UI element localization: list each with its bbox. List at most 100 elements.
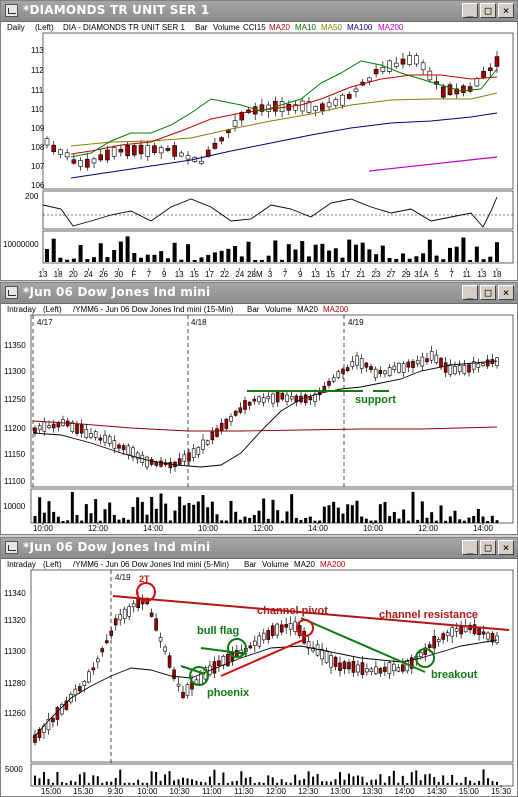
candle-body: [113, 618, 118, 626]
volume-bar: [487, 778, 490, 785]
close-button[interactable]: ×: [498, 285, 514, 300]
candle-body: [266, 630, 271, 640]
price-pane[interactable]: [30, 569, 514, 763]
candle-body: [378, 369, 383, 375]
volume-bar: [415, 770, 418, 785]
candle-body: [248, 645, 253, 649]
volume-bar: [52, 511, 56, 523]
candle-body: [288, 623, 293, 630]
candle-body: [145, 145, 151, 157]
xtick-label: 15:00: [41, 787, 62, 796]
xtick-label: 24: [84, 270, 93, 279]
volume-bar: [51, 238, 56, 262]
volume-bar: [444, 520, 448, 523]
window-15min-ym[interactable]: *Jun 06 Dow Jones Ind mini _ □ × Intrada…: [0, 282, 518, 535]
volume-bar: [458, 519, 462, 523]
close-button[interactable]: ×: [498, 540, 514, 555]
candle-body: [172, 669, 176, 679]
volume-bar: [96, 776, 99, 785]
candle-body: [275, 392, 280, 403]
title-bar[interactable]: *Jun 06 Dow Jones Ind mini _ □ ×: [1, 538, 517, 559]
candle-body: [423, 647, 428, 655]
volume-bar: [441, 259, 446, 262]
xtick-label: 10:00: [363, 524, 384, 533]
candle-body: [434, 354, 439, 364]
volume-bar: [280, 520, 284, 523]
xtick-label: 13: [175, 270, 184, 279]
volume-bar: [392, 511, 396, 523]
window-5min-ym[interactable]: *Jun 06 Dow Jones Ind mini _ □ × Intrada…: [0, 537, 518, 797]
chart-app-icon[interactable]: [5, 541, 18, 554]
volume-bar: [233, 245, 238, 262]
chart-app-icon[interactable]: [5, 286, 18, 299]
daily-chart[interactable]: Daily (Left) DIA - DIAMONDS TR UNIT SER …: [1, 21, 517, 280]
title-bar[interactable]: *DIAMONDS TR UNIT SER 1 _ □ ×: [1, 1, 517, 22]
minimize-button[interactable]: _: [462, 3, 478, 18]
ytick: 113: [31, 46, 44, 55]
chart-15min[interactable]: Intraday (Left) /YMM6 - Jun 06 Dow Jones…: [1, 303, 517, 534]
breakout-circle: [415, 648, 435, 668]
xtick-label: 13: [311, 270, 320, 279]
maximize-button[interactable]: □: [480, 540, 496, 555]
ma20-line: [32, 360, 498, 468]
candle-body: [84, 429, 89, 439]
volume-bar: [186, 244, 191, 262]
minimize-button[interactable]: _: [462, 285, 478, 300]
xtick-label: 14:00: [395, 787, 416, 796]
candle-body: [121, 445, 126, 451]
candle-body: [414, 55, 419, 65]
channel-resistance-annotation: channel resistance: [379, 609, 478, 621]
candle-body: [308, 396, 313, 401]
ytick: 11340: [4, 589, 26, 598]
volume-bar: [360, 242, 365, 262]
chart-app-icon[interactable]: [5, 4, 18, 17]
volume-bar: [346, 504, 350, 523]
volume-bar: [472, 515, 476, 523]
volume-bar: [168, 771, 171, 785]
title-bar[interactable]: *Jun 06 Dow Jones Ind mini _ □ ×: [1, 283, 517, 304]
volume-bar: [482, 769, 485, 785]
candle-body: [364, 362, 369, 368]
cci-pane[interactable]: [42, 190, 514, 230]
volume-bar: [347, 239, 352, 262]
xtick-label: 15:00: [459, 787, 480, 796]
candle-body: [415, 359, 420, 365]
volume-bar: [488, 256, 493, 262]
chart-5min[interactable]: Intraday (Left) /YMM6 - Jun 06 Dow Jones…: [1, 558, 517, 796]
candle-body: [481, 631, 486, 635]
xtick-label: 31A: [414, 270, 429, 279]
candle-body: [163, 646, 167, 652]
xtick-label: 15: [190, 270, 199, 279]
candle-body: [383, 370, 387, 375]
volume-bar: [152, 254, 157, 262]
volume-bar: [231, 781, 234, 785]
volume-bar: [219, 250, 224, 262]
candle-body: [187, 452, 191, 462]
volume-bar: [455, 782, 458, 785]
legend-ma20: MA20: [297, 305, 318, 314]
price-yaxis: 113 112 111 110 109 108 107 106: [31, 46, 45, 190]
candle-body: [400, 58, 406, 65]
candle-body: [405, 661, 410, 672]
volume-bar: [69, 780, 72, 785]
window-daily-dia[interactable]: *DIAMONDS TR UNIT SER 1 _ □ × Daily (Lef…: [0, 0, 518, 281]
price-pane[interactable]: [42, 32, 514, 190]
volume-bar: [159, 780, 162, 785]
candle-body: [261, 397, 266, 403]
maximize-button[interactable]: □: [480, 285, 496, 300]
candle-body: [165, 148, 171, 151]
candle-body: [219, 422, 224, 431]
maximize-button[interactable]: □: [480, 3, 496, 18]
close-button[interactable]: ×: [498, 3, 514, 18]
date-label: 4/19: [348, 318, 364, 327]
xtick-label: 14:00: [473, 524, 494, 533]
candle-body: [367, 77, 372, 82]
candle-body: [420, 356, 425, 367]
candle-body: [182, 454, 187, 462]
candle-body: [378, 668, 383, 674]
volume-label: 10000000: [3, 240, 39, 249]
minimize-button[interactable]: _: [462, 540, 478, 555]
window-title: *DIAMONDS TR UNIT SER 1: [23, 3, 210, 17]
xtick-label: 12:00: [418, 524, 439, 533]
volume-bar: [437, 781, 440, 785]
